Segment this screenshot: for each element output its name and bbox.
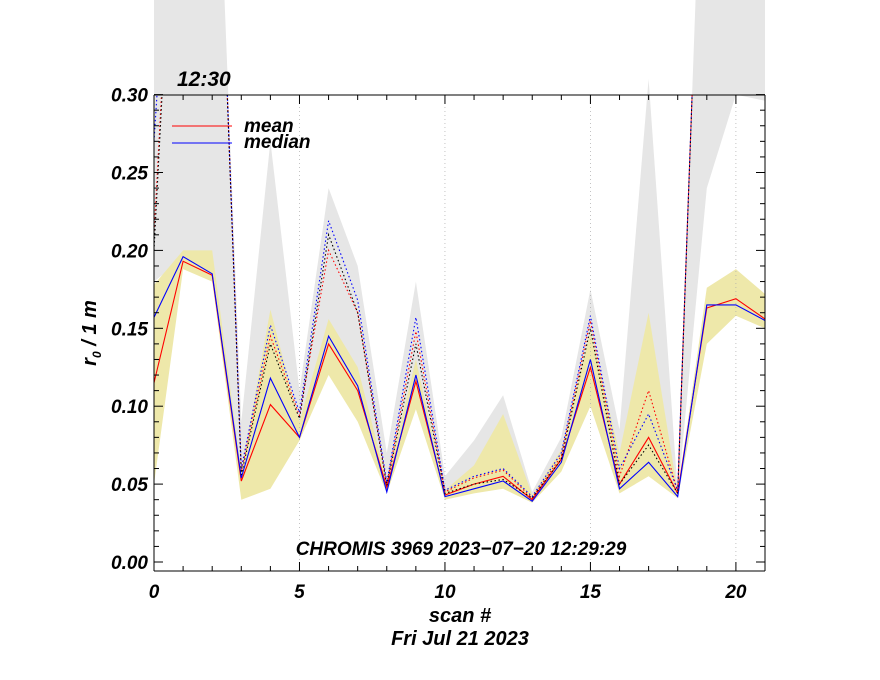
gray-band [154,0,765,502]
y-tick-label-0.15: 0.15 [111,319,148,340]
x-tick-label-0: 0 [149,582,160,603]
x-tick-label-15: 15 [580,582,602,603]
grid-lines [299,95,737,571]
series-median [154,255,765,502]
legend-median-label: median [244,132,311,153]
y-tick-label-0.05: 0.05 [111,475,148,496]
date-label: Fri Jul 21 2023 [391,628,529,650]
series-black-upper [154,95,693,499]
tick-labels: 0 5 10 15 20 0.00 0.05 0.10 0.15 0.20 0.25 0.30 [111,86,747,603]
time-label: 12:30 [177,68,231,91]
x-tick-label-5: 5 [294,582,305,603]
yellow-band [154,250,765,503]
y-axis-label: r0 / 1 m [79,300,104,366]
axes [153,94,766,572]
legend-mean-label: mean [244,116,294,137]
x-axis-label: scan # [429,605,492,627]
y-tick-label-0.00: 0.00 [111,553,148,574]
legend: mean median [172,116,311,153]
y-tick-label-0.20: 0.20 [111,241,148,262]
y-axis-label-sub: 0 [90,351,104,358]
y-tick-label-0.25: 0.25 [111,164,148,185]
x-tick-label-10: 10 [434,582,456,603]
y-axis-label-main: r [79,357,101,366]
series-mean [154,260,765,501]
chart-annotation: CHROMIS 3969 2023−07−20 12:29:29 [296,539,627,560]
y-tick-label-0.10: 0.10 [111,397,148,418]
confidence-bands [154,0,765,503]
y-axis-label-unit: / 1 m [79,300,101,351]
y-tick-label-0.30: 0.30 [111,86,148,107]
series-lines [154,95,765,502]
x-tick-label-20: 20 [724,582,747,603]
